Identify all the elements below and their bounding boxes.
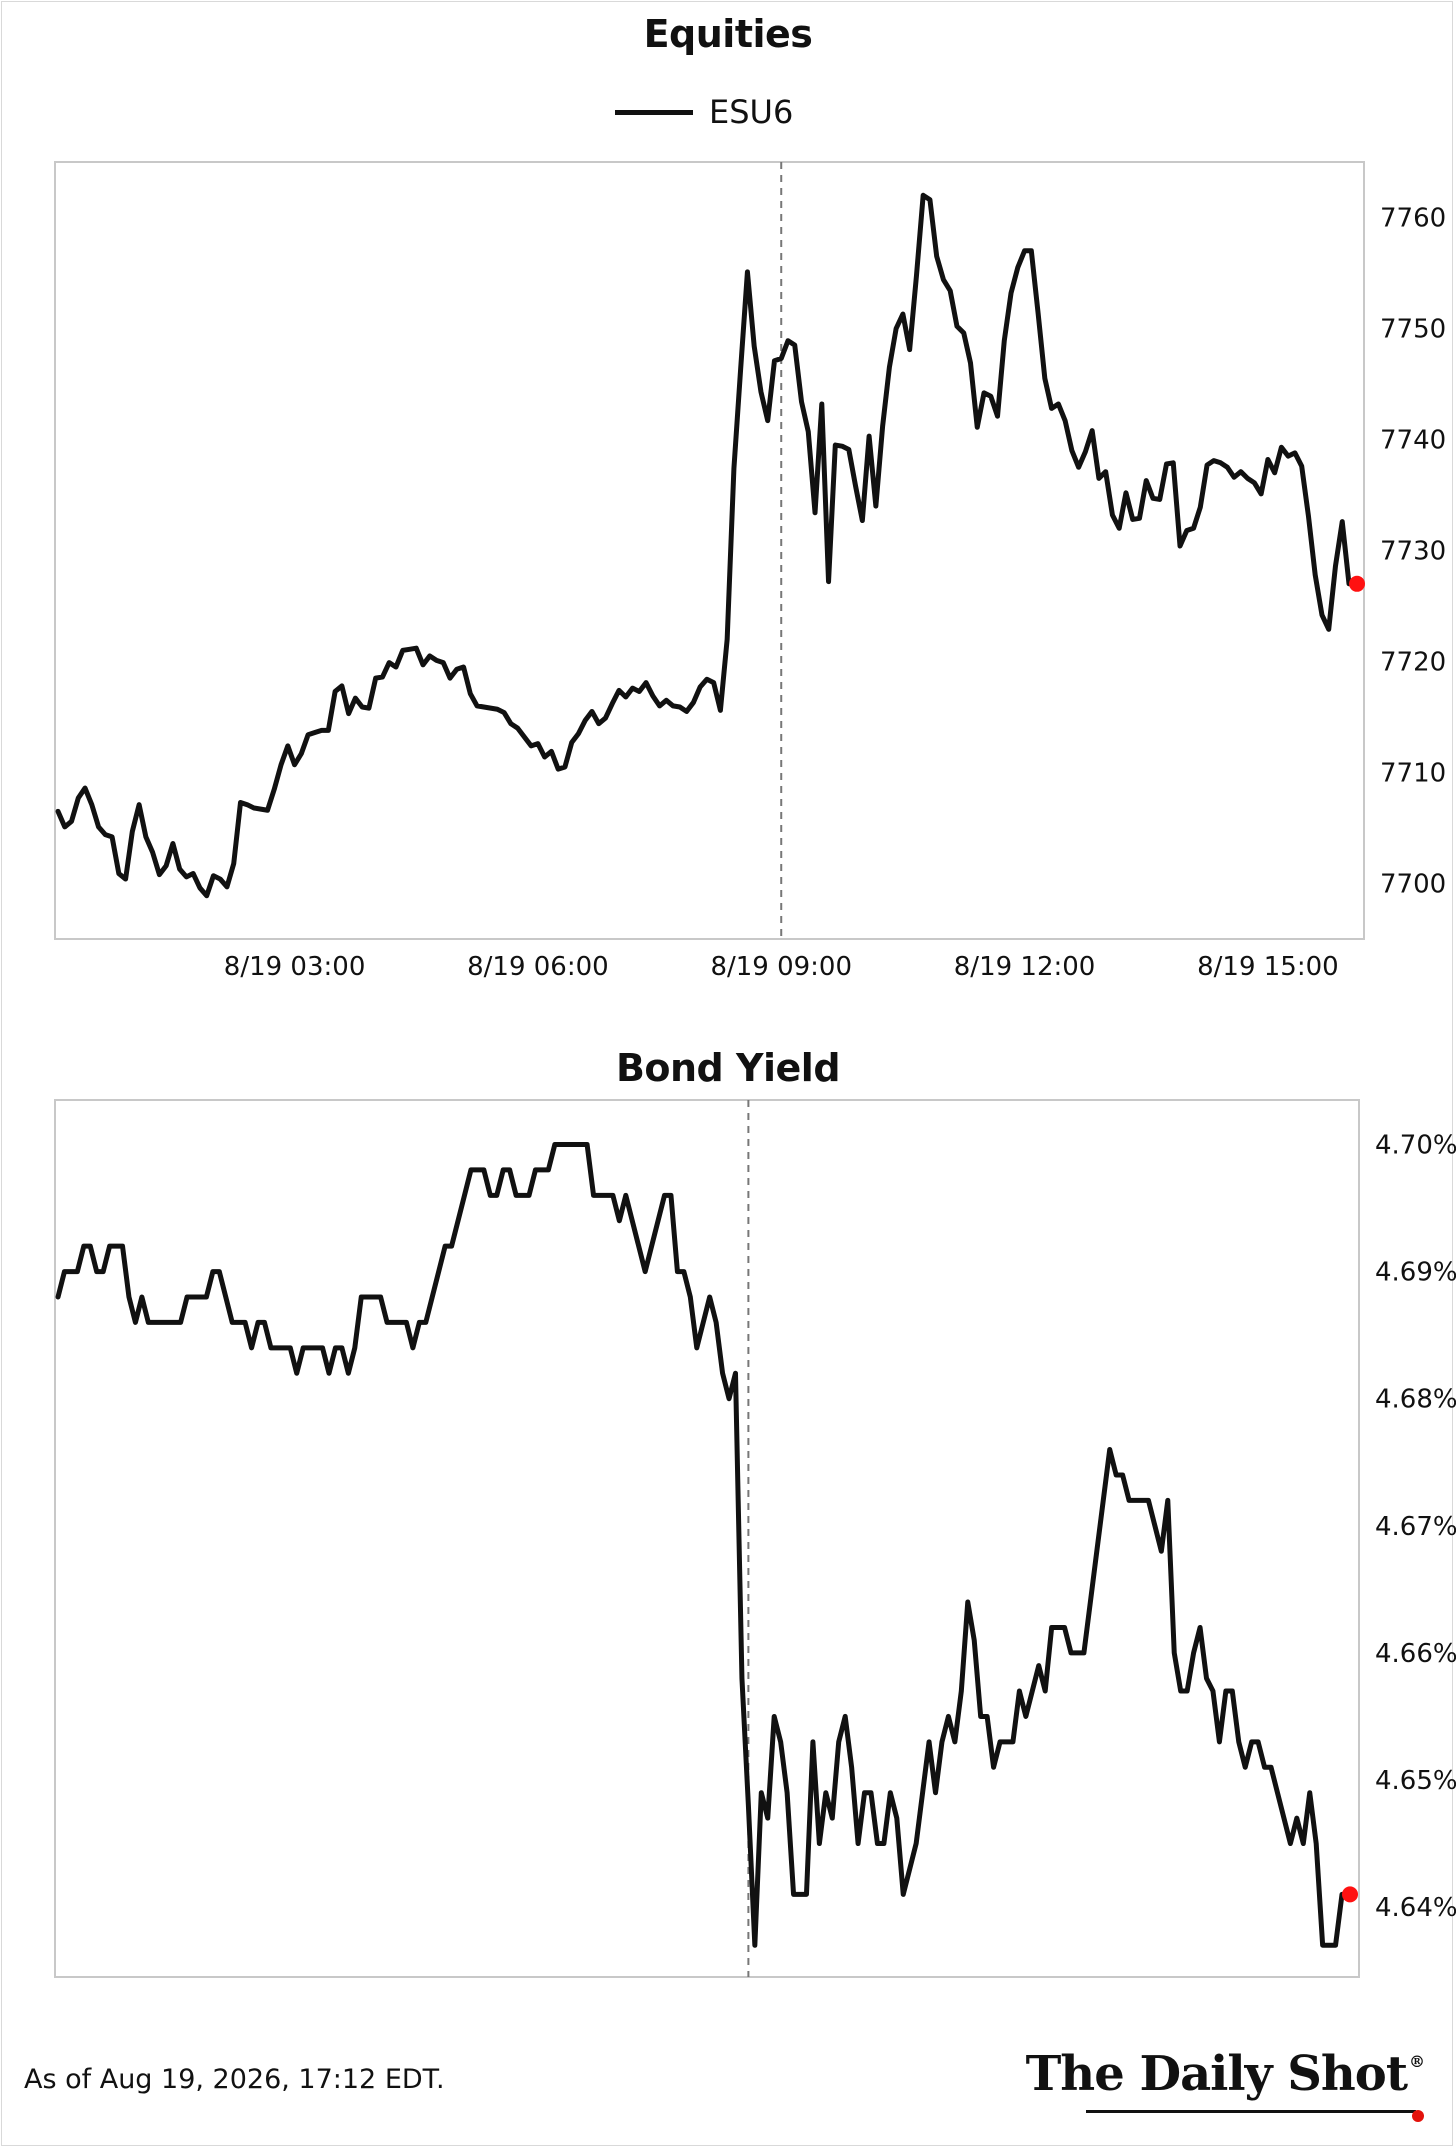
x-tick-label: 8/19 09:00 xyxy=(710,952,852,982)
series-line xyxy=(55,1141,1345,1948)
bond-yield-plot: 4.64% 4.65% 4.66% 4.67% 4.68% 4.69% 4.70% xyxy=(54,1099,1456,1978)
y-tick-label: 4.68% xyxy=(1375,1385,1456,1415)
y-tick-label: 7750 xyxy=(1380,315,1446,345)
y-tick-label: 7730 xyxy=(1380,537,1446,567)
y-tick-label: 7720 xyxy=(1380,648,1446,678)
y-tick-label: 7760 xyxy=(1380,204,1446,234)
y-tick-label: 4.67% xyxy=(1375,1512,1456,1542)
x-tick-label: 8/19 06:00 xyxy=(467,952,609,982)
legend-label: ESU6 xyxy=(709,93,794,131)
equities-title: Equities xyxy=(643,12,813,56)
y-tick-label: 7700 xyxy=(1380,870,1446,900)
daily-shot-logo: The Daily Shot ® xyxy=(1025,2046,1425,2102)
legend-swatch xyxy=(615,109,693,115)
x-tick-label: 8/19 12:00 xyxy=(954,952,1096,982)
plot-area-border xyxy=(54,161,1365,940)
registered-mark: ® xyxy=(1409,2052,1425,2071)
y-tick-label: 4.66% xyxy=(1375,1639,1456,1669)
x-tick-label: 8/19 03:00 xyxy=(224,952,366,982)
y-tick-label: 4.64% xyxy=(1375,1893,1456,1923)
logo-text: The Daily Shot xyxy=(1025,2046,1408,2102)
as-of-note: As of Aug 19, 2026, 17:12 EDT. xyxy=(24,2064,445,2095)
bond-yield-title: Bond Yield xyxy=(615,1046,841,1090)
y-tick-label: 4.65% xyxy=(1375,1766,1456,1796)
y-tick-label: 7740 xyxy=(1380,426,1446,456)
logo-dot xyxy=(1412,2110,1424,2122)
plot-area-border xyxy=(54,1099,1360,1978)
y-tick-label: 7710 xyxy=(1380,759,1446,789)
x-tick-label: 8/19 15:00 xyxy=(1197,952,1339,982)
legend: ESU6 xyxy=(615,92,793,132)
series-line xyxy=(55,192,1352,899)
last-value-marker xyxy=(1342,1886,1358,1903)
y-tick-label: 4.70% xyxy=(1375,1130,1456,1160)
y-tick-label: 4.69% xyxy=(1375,1258,1456,1288)
equities-plot: 7700 7710 7720 7730 7740 7750 7760 8/19 03:00 8/… xyxy=(54,161,1446,982)
logo-underline xyxy=(1086,2110,1416,2113)
last-value-marker xyxy=(1349,575,1365,592)
